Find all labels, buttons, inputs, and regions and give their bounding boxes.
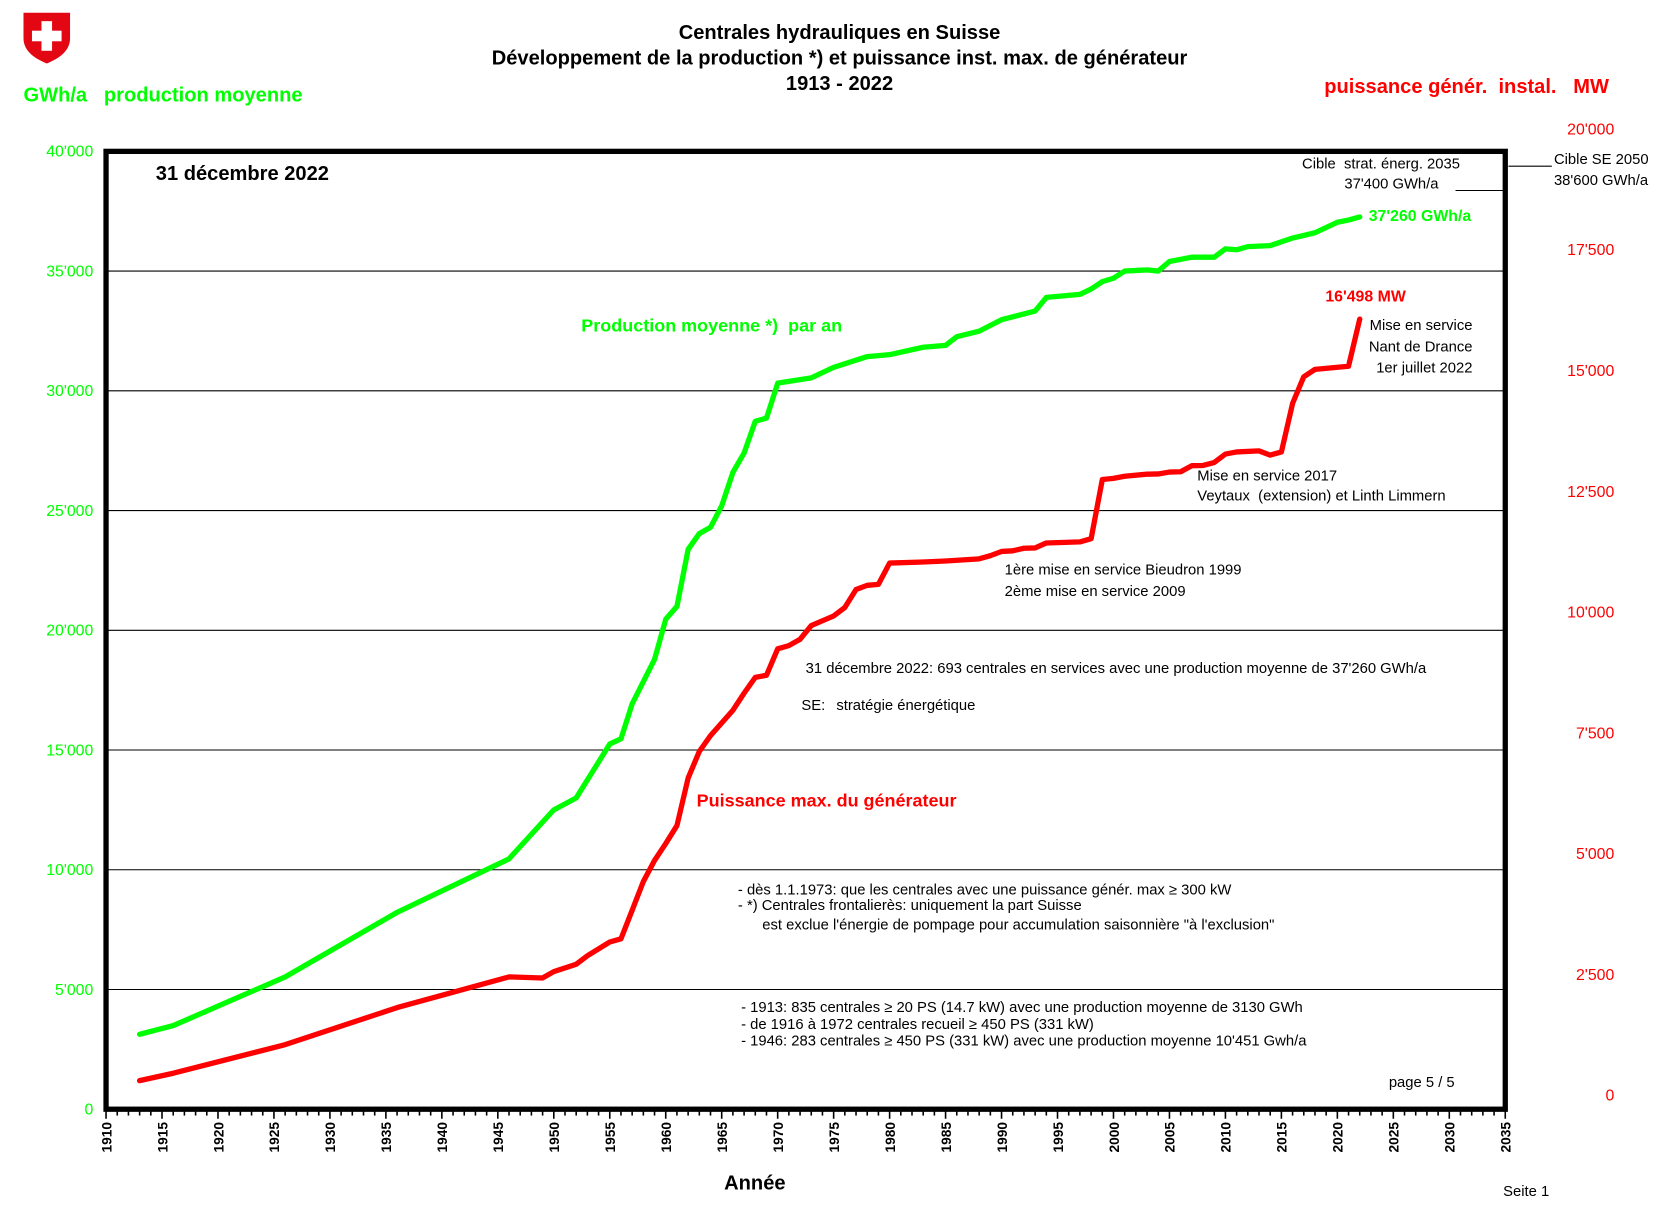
y-tick-label: 40'000 — [46, 144, 93, 161]
footnote-1: - dès 1.1.1973: que les centrales avec u… — [738, 882, 1231, 898]
footnote-3: est exclue l'énergie de pompage pour acc… — [762, 917, 1274, 933]
axes: 0 5'000 10'000 15'000 20'000 25'000 30'000 35'0… — [46, 121, 1614, 1152]
x-tick-label: 1925 — [267, 1122, 282, 1153]
x-tick-label: 1955 — [603, 1122, 618, 1153]
chart-title-line1: Centrales hydrauliques en Suisse — [679, 22, 1001, 44]
se-prefix: SE: — [801, 698, 825, 714]
x-tick-label: 1975 — [827, 1122, 842, 1153]
x-tick-label: 1915 — [155, 1122, 170, 1153]
x-tick-label: 1940 — [435, 1122, 450, 1153]
production-line — [136, 214, 1363, 1037]
nant-de-drance-note-1: Mise en service — [1370, 318, 1473, 334]
target-2035-label: Cible strat. énerg. 2035 — [1302, 156, 1460, 172]
target-2050-value: 38'600 GWh/a — [1554, 173, 1649, 189]
summary-note: 31 décembre 2022: 693 centrales en servi… — [806, 661, 1427, 677]
footnote-2: - *) Centrales frontalierès: uniquement … — [738, 898, 1082, 914]
x-tick-label: 2010 — [1219, 1122, 1234, 1153]
y-tick-label: 30'000 — [46, 383, 93, 400]
target-2035-value: 37'400 GWh/a — [1344, 176, 1439, 192]
y-tick-label: 35'000 — [46, 263, 93, 280]
power-line — [136, 316, 1363, 1084]
x-tick-label: 1985 — [939, 1122, 954, 1153]
y2-tick-label: 17'500 — [1567, 242, 1614, 259]
y2-tick-label: 20'000 — [1567, 121, 1614, 138]
x-tick-label: 2020 — [1331, 1122, 1346, 1153]
nant-de-drance-note-2: Nant de Drance — [1369, 339, 1473, 355]
date-label: 31 décembre 2022 — [156, 163, 329, 185]
mes-2017-note-2: Veytaux (extension) et Linth Limmern — [1197, 489, 1445, 505]
x-tick-label: 1970 — [771, 1122, 786, 1153]
x-axis-title: Année — [724, 1173, 785, 1195]
x-tick-label: 1960 — [659, 1122, 674, 1153]
plot-frame — [103, 148, 1508, 1112]
swiss-shield-icon — [23, 12, 71, 64]
gridlines — [106, 270, 1506, 991]
y2-tick-label: 12'500 — [1567, 484, 1614, 501]
x-tick-label: 2000 — [1107, 1122, 1122, 1153]
y-tick-label: 10'000 — [46, 862, 93, 879]
x-tick-label: 1995 — [1051, 1122, 1066, 1153]
green-end-value: 37'260 GWh/a — [1369, 208, 1472, 225]
y2-tick-label: 7'500 — [1576, 725, 1614, 742]
footnote-6: - 1946: 283 centrales ≥ 450 PS (331 kW) … — [741, 1034, 1307, 1050]
chart-title-line2: Développement de la production *) et pui… — [492, 48, 1188, 70]
right-axis-unit-label: puissance génér. instal. MW — [1324, 76, 1609, 98]
se-definition: stratégie énergétique — [836, 698, 975, 714]
nant-de-drance-note-3: 1er juillet 2022 — [1376, 361, 1472, 377]
chart-title-line3: 1913 - 2022 — [786, 73, 893, 95]
x-tick-label: 2035 — [1499, 1122, 1514, 1153]
y-tick-label: 25'000 — [46, 503, 93, 520]
red-series-label: Puissance max. du générateur — [697, 791, 957, 811]
y-tick-label: 15'000 — [46, 742, 93, 759]
y2-tick-label: 2'500 — [1576, 967, 1614, 984]
x-tick-label: 1945 — [491, 1122, 506, 1153]
y-tick-label: 0 — [85, 1102, 94, 1119]
y2-tick-label: 10'000 — [1567, 605, 1614, 622]
bieudron-note-1: 1ère mise en service Bieudron 1999 — [1005, 563, 1242, 579]
y2-tick-label: 5'000 — [1576, 846, 1614, 863]
footnote-4: - 1913: 835 centrales ≥ 20 PS (14.7 kW) … — [741, 1000, 1303, 1016]
series-lines — [136, 214, 1363, 1084]
y-tick-label: 5'000 — [55, 982, 93, 999]
x-tick-label: 1990 — [995, 1122, 1010, 1153]
x-tick-label: 1930 — [323, 1122, 338, 1153]
page-label: page 5 / 5 — [1389, 1075, 1455, 1091]
x-tick-label: 2030 — [1443, 1122, 1458, 1153]
x-tick-label: 1935 — [379, 1122, 394, 1153]
y-tick-label: 20'000 — [46, 623, 93, 640]
left-axis-unit-label: GWh/a production moyenne — [23, 85, 302, 107]
page-footer: Seite 1 — [1503, 1184, 1549, 1200]
x-tick-label: 1950 — [547, 1122, 562, 1153]
footnote-5: - de 1916 à 1972 centrales recueil ≥ 450… — [741, 1017, 1094, 1033]
y2-tick-label: 0 — [1605, 1088, 1614, 1105]
red-end-value: 16'498 MW — [1325, 289, 1405, 306]
x-tick-label: 1920 — [211, 1122, 226, 1153]
bieudron-note-2: 2ème mise en service 2009 — [1005, 584, 1186, 600]
x-tick-label: 2015 — [1275, 1122, 1290, 1153]
green-series-label: Production moyenne *) par an — [581, 315, 842, 335]
target-2050-label: Cible SE 2050 — [1554, 152, 1649, 168]
x-tick-label: 2025 — [1387, 1122, 1402, 1153]
x-tick-label: 1980 — [883, 1122, 898, 1153]
x-tick-label: 2005 — [1163, 1122, 1178, 1153]
x-tick-label: 1910 — [99, 1122, 114, 1153]
y2-tick-label: 15'000 — [1567, 363, 1614, 380]
x-tick-label: 1965 — [715, 1122, 730, 1153]
mes-2017-note-1: Mise en service 2017 — [1197, 469, 1337, 485]
